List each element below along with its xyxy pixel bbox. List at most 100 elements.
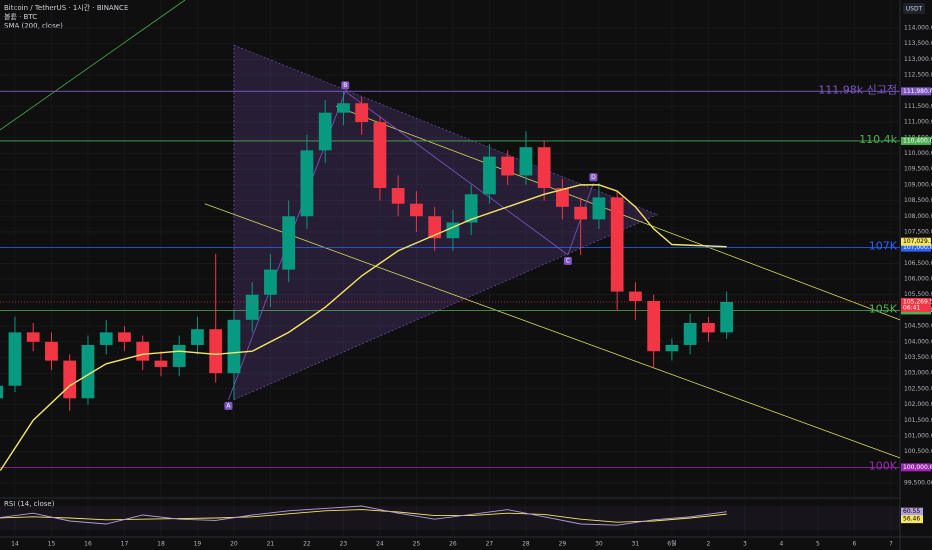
y-tick-label: 109,000.00 [904, 181, 932, 188]
currency[interactable]: USDT [906, 6, 923, 13]
candle-body [136, 341, 150, 361]
level-label: 111.98k 신고점 [818, 83, 897, 96]
candle-body [227, 319, 241, 374]
y-tick-label: 112,500.00 [904, 72, 932, 79]
x-tick-label: 25 [413, 541, 421, 548]
x-tick-label: 21 [267, 541, 275, 548]
pattern-label: B [343, 82, 347, 89]
candle-body [45, 341, 58, 361]
candle-body [391, 188, 405, 204]
y-tick-label: 99,500.00 [904, 480, 932, 487]
pattern-point [589, 173, 598, 182]
countdown: 06:41 [903, 304, 920, 311]
y-tick-label: 113,500.00 [904, 40, 932, 47]
x-tick-label: 24 [376, 541, 384, 548]
y-tick-label: 104,000.00 [904, 338, 932, 345]
x-tick-label: 6 [852, 541, 856, 548]
x-tick-label: 18 [157, 541, 165, 548]
sma-label: SMA (200, close) [4, 22, 63, 30]
candle-body [464, 194, 478, 223]
candle-body [300, 150, 314, 217]
candle-body [81, 344, 95, 399]
x-tick-label: 7 [889, 541, 893, 548]
rsi-tag [901, 507, 923, 516]
candle-body [154, 360, 168, 367]
candle-body [647, 300, 661, 352]
pattern-label: C [566, 257, 570, 264]
candle-body [720, 301, 734, 333]
x-tick-label: 31 [632, 541, 640, 548]
candle-body [118, 332, 131, 342]
level-label: 100K [869, 459, 898, 472]
y-tick-label: 106,000.00 [904, 276, 932, 283]
x-tick-label: 26 [449, 541, 457, 548]
y-tick-label: 103,000.00 [904, 370, 932, 377]
pattern-point [224, 401, 233, 410]
candle-body [702, 322, 715, 333]
y-tick-label: 108,000.00 [904, 213, 932, 220]
candle-body [318, 112, 332, 151]
candle-body [519, 147, 533, 176]
x-tick-label: 30 [595, 541, 603, 548]
price-tag-label: 111,980.00 [903, 88, 932, 95]
candle-body [26, 332, 40, 342]
y-tick-label: 100,500.00 [904, 448, 932, 455]
price-tag [901, 87, 931, 96]
sma-tag-label: 107,029.19 [903, 238, 932, 245]
candle-body [191, 329, 204, 345]
rsi-ma-value: 56.46 [903, 516, 920, 523]
y-tick-label: 104,500.00 [904, 323, 932, 330]
y-tick-label: 103,500.00 [904, 354, 932, 361]
pattern-label: D [591, 174, 596, 181]
x-tick-label: 22 [303, 541, 311, 548]
y-tick-label: 106,500.00 [904, 260, 932, 267]
triangle-zone [233, 44, 659, 401]
candle-body [209, 329, 223, 374]
candle-body [683, 322, 697, 345]
x-tick-label: 3 [743, 541, 747, 548]
candle-body [574, 206, 588, 220]
candle-body [264, 269, 277, 295]
x-tick-label: 28 [522, 541, 530, 548]
candle-body [245, 294, 259, 320]
y-tick-label: 109,500.00 [904, 166, 932, 173]
trendline [204, 203, 901, 459]
y-tick-label: 101,500.00 [904, 417, 932, 424]
y-tick-label: 114,000.00 [904, 24, 932, 31]
last-price-label: 105,269.58 [903, 298, 932, 305]
currency-box[interactable] [903, 3, 925, 14]
y-tick-label: 113,000.00 [904, 56, 932, 63]
candle-body [410, 203, 423, 217]
candle-body [592, 197, 606, 220]
x-tick-label: 19 [194, 541, 202, 548]
x-tick-label: 23 [340, 541, 348, 548]
candle-body [665, 344, 679, 352]
price-tag-label: 100,000.00 [903, 464, 932, 471]
candle-body [501, 156, 515, 176]
candle-body [99, 332, 113, 345]
x-tick-label: 20 [230, 541, 238, 548]
candle-body [355, 103, 369, 123]
candle-body [282, 216, 296, 270]
candle-body [373, 122, 387, 189]
candle-body [337, 103, 350, 113]
y-tick-label: 101,000.00 [904, 432, 932, 439]
rsi-ma-line [0, 509, 727, 523]
price-tag [901, 243, 931, 252]
level-label: 107K [869, 240, 898, 253]
x-tick-label: 6월 [667, 540, 676, 548]
y-tick-label: 108,500.00 [904, 197, 932, 204]
pattern-point [563, 256, 572, 265]
x-tick-label: 2 [706, 541, 710, 548]
x-tick-label: 14 [11, 541, 19, 548]
candle-body [556, 188, 569, 207]
candle-body [63, 360, 77, 399]
sma-tag [901, 237, 931, 246]
x-tick-label: 27 [486, 541, 494, 548]
volume-label: 볼륨 · BTC [4, 12, 37, 21]
pattern-point [341, 81, 350, 90]
candle-body [629, 291, 642, 301]
chart-title: Bitcoin / TetherUS · 1시간 · BINANCE [4, 3, 128, 12]
last-price-tag [901, 297, 931, 312]
